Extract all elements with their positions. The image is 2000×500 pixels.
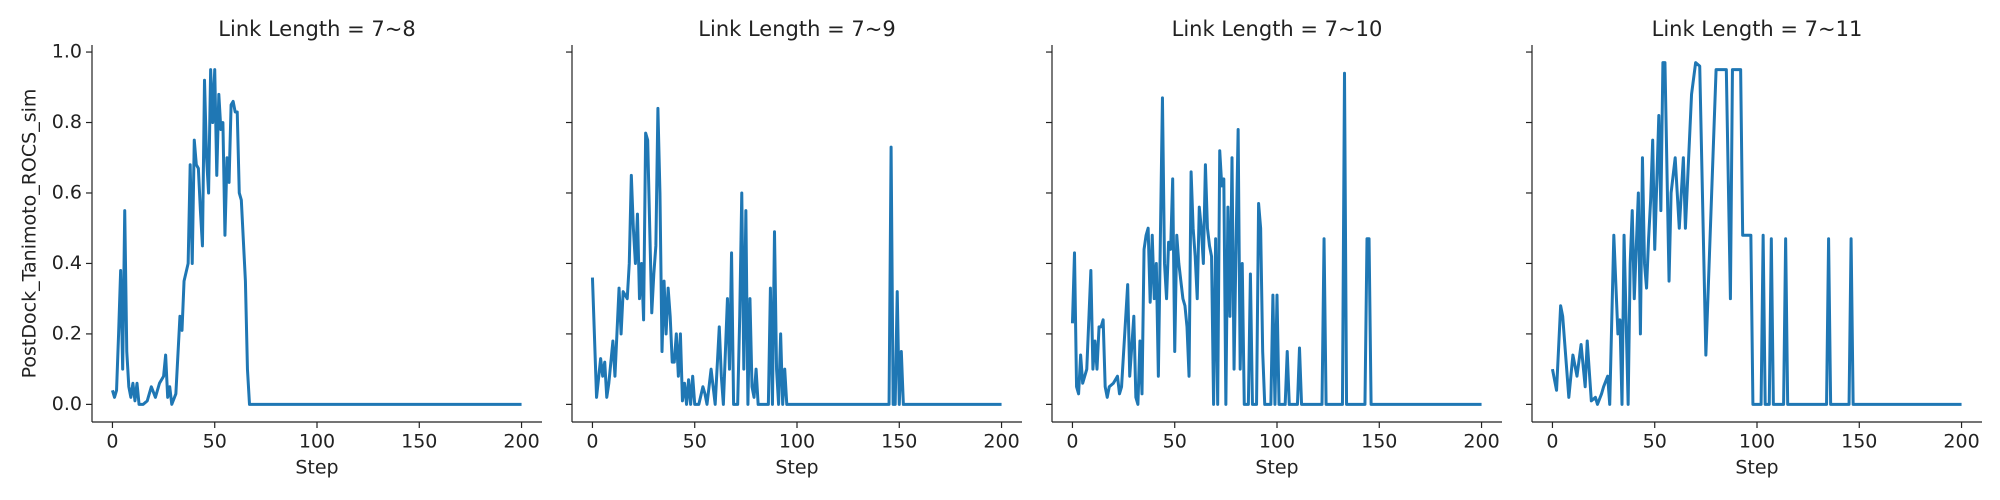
x-axis-label: Step bbox=[1735, 457, 1778, 479]
x-tick-label: 150 bbox=[881, 431, 917, 453]
x-tick-label: 0 bbox=[1546, 431, 1558, 453]
x-tick-label: 50 bbox=[1163, 431, 1187, 453]
x-tick-label: 200 bbox=[1463, 431, 1499, 453]
data-line bbox=[590, 106, 1002, 406]
x-tick-label: 100 bbox=[779, 431, 815, 453]
x-tick-label: 0 bbox=[106, 431, 118, 453]
x-tick-label: 100 bbox=[1739, 431, 1775, 453]
y-tick-label: 0.0 bbox=[52, 393, 82, 415]
x-tick-label: 200 bbox=[1943, 431, 1979, 453]
x-tick-label: 50 bbox=[1643, 431, 1667, 453]
data-line bbox=[1070, 71, 1482, 406]
data-line bbox=[111, 68, 522, 406]
panel-title: Link Length = 7~11 bbox=[1652, 17, 1863, 41]
data-line bbox=[1550, 61, 1962, 406]
panel-title: Link Length = 7~9 bbox=[698, 17, 895, 41]
x-axis-label: Step bbox=[775, 457, 818, 479]
x-tick-label: 100 bbox=[1259, 431, 1295, 453]
y-tick-label: 0.6 bbox=[52, 181, 82, 203]
x-axis-label: Step bbox=[1255, 457, 1298, 479]
x-axis-label: Step bbox=[295, 457, 338, 479]
y-axis-label: PostDock_Tanimoto_ROCS_sim bbox=[19, 89, 41, 379]
x-tick-label: 0 bbox=[586, 431, 598, 453]
panel-title: Link Length = 7~8 bbox=[218, 17, 415, 41]
x-tick-label: 150 bbox=[401, 431, 437, 453]
x-tick-label: 50 bbox=[683, 431, 707, 453]
y-tick-label: 0.8 bbox=[52, 111, 82, 133]
x-tick-label: 100 bbox=[299, 431, 335, 453]
x-tick-label: 200 bbox=[503, 431, 539, 453]
y-tick-label: 0.2 bbox=[52, 322, 82, 344]
x-tick-label: 150 bbox=[1841, 431, 1877, 453]
x-tick-label: 200 bbox=[983, 431, 1019, 453]
x-tick-label: 0 bbox=[1066, 431, 1078, 453]
y-tick-label: 1.0 bbox=[52, 41, 82, 63]
panel-title: Link Length = 7~10 bbox=[1172, 17, 1383, 41]
x-tick-label: 150 bbox=[1361, 431, 1397, 453]
y-tick-label: 0.4 bbox=[52, 252, 82, 274]
x-tick-label: 50 bbox=[203, 431, 227, 453]
